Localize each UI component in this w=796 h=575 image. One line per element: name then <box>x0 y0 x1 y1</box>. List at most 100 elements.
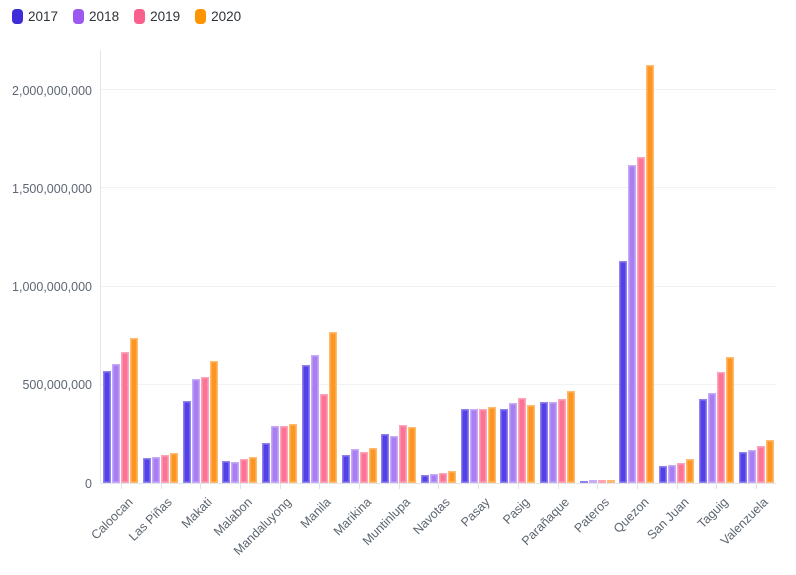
bar-2018-quezon[interactable] <box>628 165 637 483</box>
bar-group-pateros: Pateros <box>572 50 617 535</box>
y-axis-tick-label: 2,000,000,000 <box>12 83 92 98</box>
gridline-500-000-000 <box>101 383 776 385</box>
bar-2020-navotas[interactable] <box>447 470 456 483</box>
x-axis-label-pateros: Pateros <box>571 495 612 536</box>
bar-2019-malabon[interactable] <box>240 459 249 483</box>
bar-2019-pateros[interactable] <box>597 480 606 483</box>
bar-group-mandaluyong: Mandaluyong <box>231 50 300 558</box>
bar-2017-paranaque[interactable] <box>540 401 549 483</box>
x-axis-tick <box>636 484 638 489</box>
bar-2019-manila[interactable] <box>319 394 328 483</box>
bar-2018-marikina[interactable] <box>350 449 359 483</box>
x-axis-label-navotas: Navotas <box>410 495 454 538</box>
bar-2020-pasig[interactable] <box>527 405 536 483</box>
bar-2018-pasay[interactable] <box>469 408 478 483</box>
bar-2020-quezon[interactable] <box>646 64 655 483</box>
bar-2017-caloocan[interactable] <box>103 371 112 483</box>
bar-2019-las-pinas[interactable] <box>161 455 170 483</box>
bar-2017-las-pinas[interactable] <box>143 457 152 483</box>
bar-2018-navotas[interactable] <box>429 474 438 483</box>
bar-2019-mandaluyong[interactable] <box>280 425 289 483</box>
bar-2017-san-juan[interactable] <box>659 466 668 483</box>
bar-group-pasig: Pasig <box>498 50 538 527</box>
bar-2017-pasig[interactable] <box>500 409 509 483</box>
bar-2017-marikina[interactable] <box>341 455 350 483</box>
bar-2017-pasay[interactable] <box>460 408 469 483</box>
bar-2018-caloocan[interactable] <box>112 364 121 483</box>
bar-2017-mandaluyong[interactable] <box>262 442 271 483</box>
bar-group-paranaque: Parañaque <box>519 50 578 548</box>
bar-2017-valenzuela[interactable] <box>738 451 747 483</box>
bar-2018-san-juan[interactable] <box>668 464 677 483</box>
bar-group-pasay: Pasay <box>458 50 498 529</box>
bar-group-taguig: Taguig <box>695 50 737 531</box>
bar-2017-makati[interactable] <box>182 401 191 483</box>
bar-2019-navotas[interactable] <box>438 472 447 483</box>
bar-group-quezon: Quezon <box>611 50 657 536</box>
bar-2018-mandaluyong[interactable] <box>271 426 280 483</box>
bar-2017-navotas[interactable] <box>420 475 429 483</box>
bar-2020-makati[interactable] <box>209 360 218 483</box>
bar-2019-san-juan[interactable] <box>677 462 686 483</box>
bar-2019-pasay[interactable] <box>478 409 487 483</box>
bar-group-valenzuela: Valenzuela <box>718 50 776 548</box>
gridline-1-500-000-000 <box>101 187 776 189</box>
bar-2020-las-pinas[interactable] <box>170 452 179 483</box>
bar-2017-quezon[interactable] <box>619 261 628 483</box>
bar-2019-marikina[interactable] <box>359 451 368 483</box>
bar-2020-manila[interactable] <box>328 331 337 483</box>
x-axis-tick <box>756 484 758 489</box>
bar-2020-pateros[interactable] <box>606 480 615 483</box>
bar-2019-caloocan[interactable] <box>121 351 130 483</box>
legend-item-2018[interactable]: 2018 <box>73 9 119 24</box>
x-axis-label-pasay: Pasay <box>458 495 493 530</box>
bar-2020-valenzuela[interactable] <box>765 439 774 483</box>
y-axis-tick-label: 0 <box>85 476 92 491</box>
bar-2018-paranaque[interactable] <box>549 402 558 483</box>
bar-2019-quezon[interactable] <box>637 156 646 483</box>
x-axis-label-manila: Manila <box>298 495 335 531</box>
bar-2020-marikina[interactable] <box>368 448 377 483</box>
bar-2017-muntinlupa[interactable] <box>381 434 390 483</box>
bar-2019-taguig[interactable] <box>716 371 725 483</box>
bar-group-muntinlupa: Muntinlupa <box>360 50 419 548</box>
bar-2020-paranaque[interactable] <box>567 391 576 483</box>
bar-2018-taguig[interactable] <box>707 393 716 483</box>
bar-2018-pasig[interactable] <box>509 402 518 483</box>
bar-2020-taguig[interactable] <box>725 356 734 483</box>
bar-2020-pasay[interactable] <box>487 407 496 483</box>
x-axis-tick <box>200 484 202 489</box>
bar-2019-paranaque[interactable] <box>558 398 567 483</box>
bar-2018-makati[interactable] <box>191 378 200 483</box>
bar-2017-pateros[interactable] <box>579 480 588 483</box>
bar-2019-pasig[interactable] <box>518 397 527 483</box>
bar-2020-malabon[interactable] <box>249 457 258 483</box>
bar-group-san-juan: San Juan <box>644 50 697 542</box>
x-axis-tick <box>398 484 400 489</box>
bar-2018-las-pinas[interactable] <box>152 456 161 483</box>
bar-2019-muntinlupa[interactable] <box>399 425 408 483</box>
bar-2019-valenzuela[interactable] <box>756 446 765 483</box>
legend-item-2017[interactable]: 2017 <box>12 9 58 24</box>
bar-2020-san-juan[interactable] <box>686 459 695 483</box>
bar-2020-caloocan[interactable] <box>130 338 139 483</box>
bar-2018-pateros[interactable] <box>588 480 597 483</box>
y-axis-tick-label: 500,000,000 <box>22 378 92 393</box>
bar-2018-manila[interactable] <box>310 354 319 483</box>
bar-2018-valenzuela[interactable] <box>747 450 756 483</box>
bar-2020-muntinlupa[interactable] <box>408 427 417 483</box>
legend-item-2019[interactable]: 2019 <box>134 9 180 24</box>
bar-2017-manila[interactable] <box>301 365 310 483</box>
legend-label-2018: 2018 <box>89 9 120 24</box>
legend-swatch-icon-2019 <box>134 9 146 24</box>
legend-item-2020[interactable]: 2020 <box>195 9 241 24</box>
bar-group-navotas: Navotas <box>411 50 459 537</box>
bar-2018-muntinlupa[interactable] <box>390 436 399 483</box>
bar-2017-malabon[interactable] <box>222 461 231 483</box>
bar-2017-taguig[interactable] <box>698 398 707 483</box>
bar-group-marikina: Marikina <box>330 50 379 538</box>
bar-2018-malabon[interactable] <box>231 461 240 483</box>
x-axis-tick <box>676 484 678 489</box>
bar-2020-mandaluyong[interactable] <box>289 424 298 483</box>
bar-2019-makati[interactable] <box>200 376 209 483</box>
